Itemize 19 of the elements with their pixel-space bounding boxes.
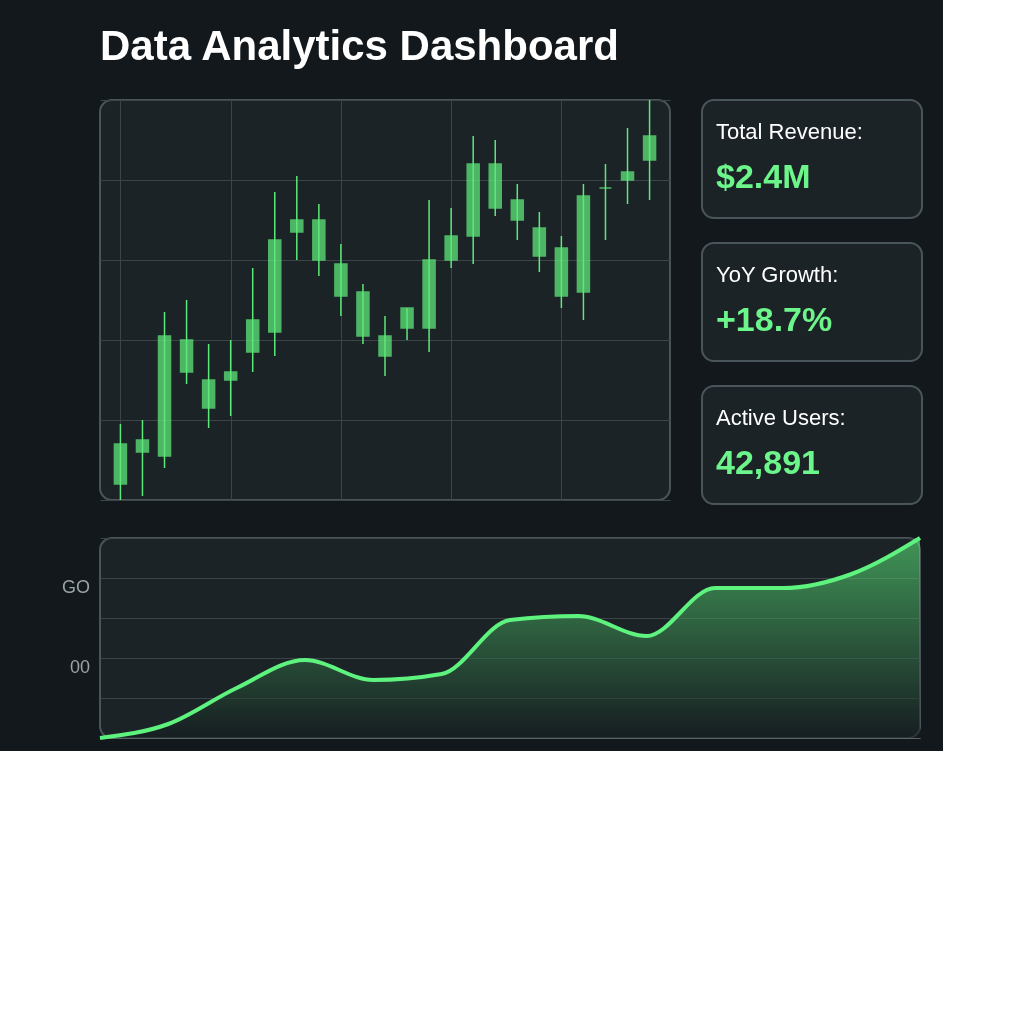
text: Active Users: xyxy=(716,405,846,430)
text: YoY Growth: xyxy=(716,262,839,287)
text: GO xyxy=(61,577,90,597)
candlestick xyxy=(223,339,238,417)
text: 42,891 xyxy=(716,443,820,481)
text: $2.4M xyxy=(716,157,811,195)
text: +18.7% xyxy=(716,300,833,338)
chart-title: Data Analytics Dashboard xyxy=(100,22,619,70)
candlestick xyxy=(444,207,458,269)
candlestick xyxy=(135,419,150,497)
candlestick xyxy=(510,183,525,241)
candlestick xyxy=(598,163,613,241)
candlestick xyxy=(378,315,392,377)
candlestick xyxy=(290,175,304,261)
candlestick xyxy=(642,99,657,201)
text: 00 xyxy=(69,657,90,677)
text: Total Revenue: xyxy=(716,119,863,144)
candlestick xyxy=(400,307,414,341)
candlestick xyxy=(620,127,635,205)
